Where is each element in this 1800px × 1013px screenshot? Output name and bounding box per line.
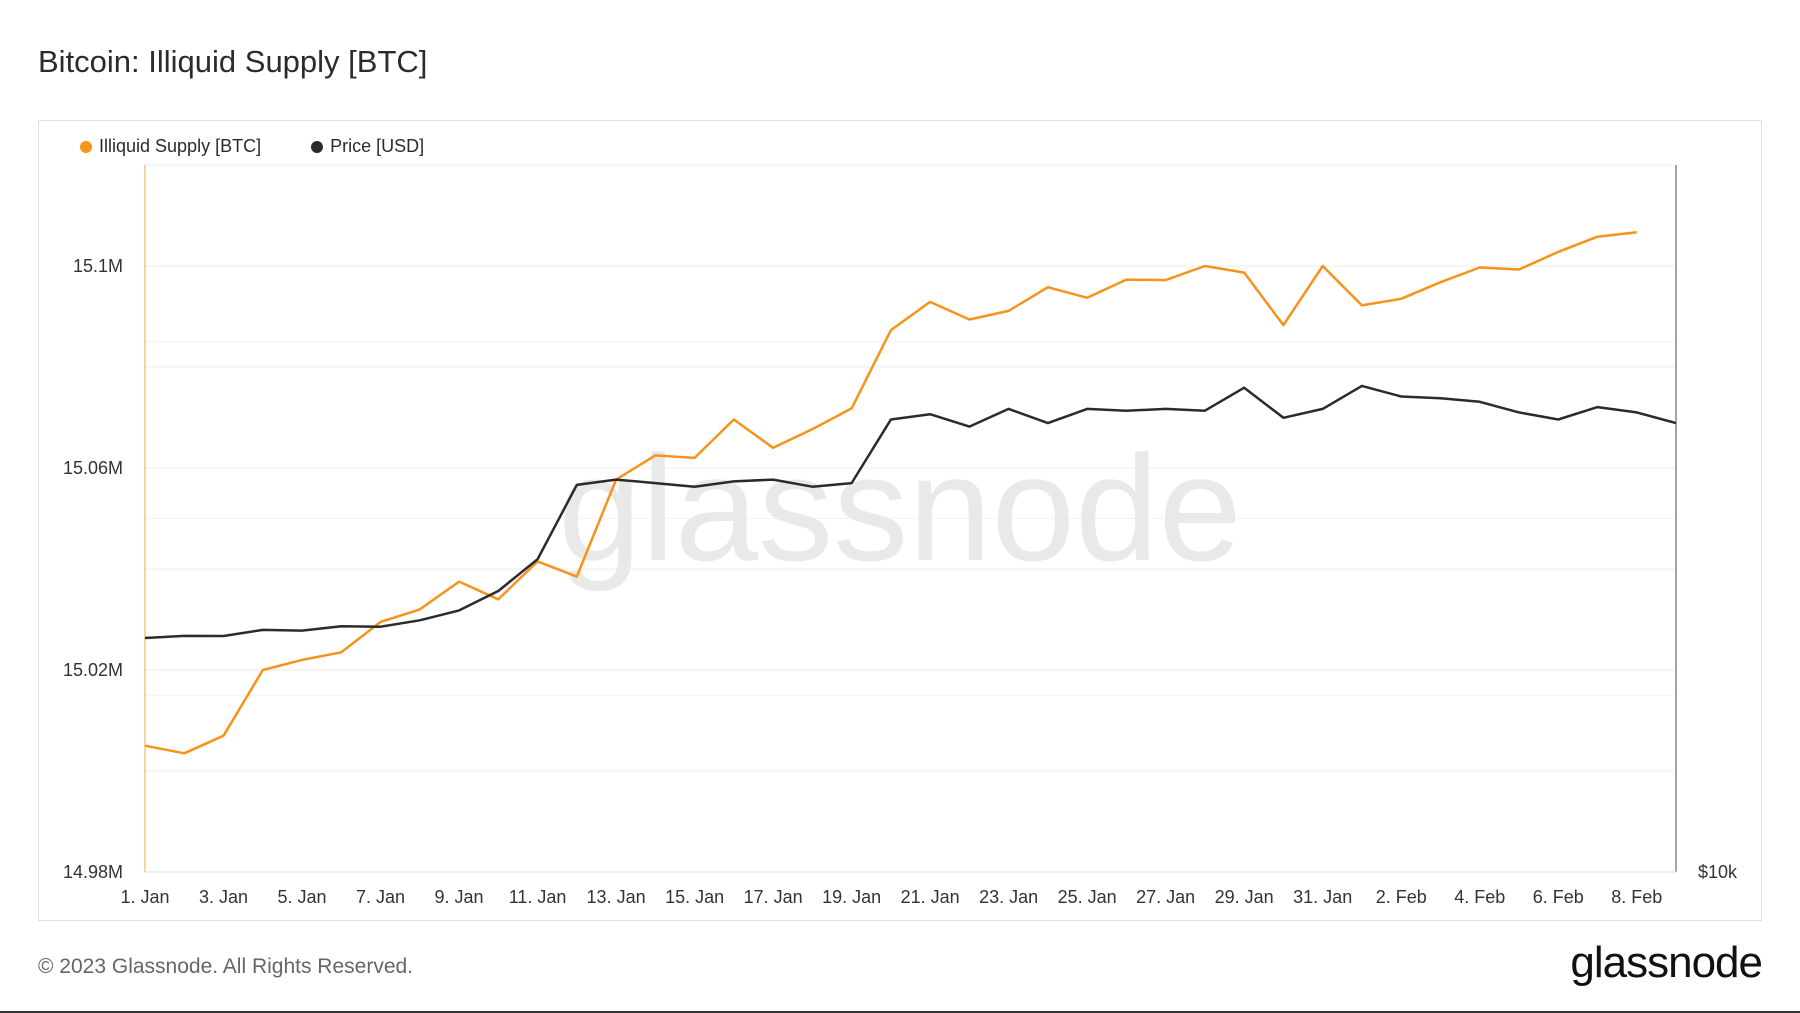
x-tick-label: 3. Jan [199, 887, 248, 907]
x-tick-label: 11. Jan [509, 887, 567, 907]
legend-dot-price-icon [311, 140, 324, 153]
chart-panel [38, 120, 1762, 921]
x-tick-label: 23. Jan [979, 887, 1038, 907]
legend-label-price: Price [USD] [330, 136, 425, 156]
x-tick-label: 15. Jan [665, 887, 724, 907]
copyright-footer: © 2023 Glassnode. All Rights Reserved. [38, 955, 414, 978]
x-tick-label: 1. Jan [120, 887, 169, 907]
legend-item-supply[interactable]: Illiquid Supply [BTC] [80, 136, 261, 157]
legend: Illiquid Supply [BTC] Price [USD] [80, 136, 424, 157]
series-line-illiquid-supply[interactable] [144, 230, 1637, 755]
x-tick-label: 7. Jan [356, 887, 405, 907]
x-tick-label: 31. Jan [1293, 887, 1352, 907]
x-tick-label: 5. Jan [278, 887, 327, 907]
series-line-price[interactable] [144, 384, 1677, 640]
y-tick-label: 15.06M [63, 458, 123, 478]
x-tick-label: 17. Jan [744, 887, 803, 907]
brand-logo: glassnode [1570, 938, 1763, 987]
x-tick-label: 2. Feb [1376, 887, 1427, 907]
y-right-tick-label: $10k [1698, 862, 1738, 882]
x-tick-label: 6. Feb [1533, 887, 1584, 907]
watermark: glassnode [558, 424, 1242, 592]
x-tick-label: 21. Jan [901, 887, 960, 907]
chart-title: Bitcoin: Illiquid Supply [BTC] [38, 44, 428, 79]
y-tick-label: 14.98M [63, 862, 123, 882]
x-tick-label: 8. Feb [1611, 887, 1662, 907]
x-tick-label: 29. Jan [1215, 887, 1274, 907]
x-tick-label: 9. Jan [435, 887, 484, 907]
y-tick-label: 15.1M [73, 256, 123, 276]
y-tick-labels: 15.1M 15.06M 15.02M 14.98M $10k [63, 256, 1738, 882]
axes [144, 165, 1677, 873]
x-tick-label: 4. Feb [1454, 887, 1505, 907]
legend-item-price[interactable]: Price [USD] [311, 136, 424, 157]
x-tick-label: 13. Jan [587, 887, 646, 907]
legend-dot-supply-icon [80, 140, 92, 153]
gridlines [145, 164, 1676, 772]
y-tick-label: 15.02M [63, 660, 123, 680]
bottom-border [0, 1011, 1800, 1013]
legend-label-supply: Illiquid Supply [BTC] [99, 136, 262, 156]
x-tick-label: 27. Jan [1136, 887, 1195, 907]
x-tick-labels: 1. Jan 3. Jan 5. Jan 7. Jan 9. Jan 11. Jan 13.… [120, 887, 1662, 907]
series-lines [144, 230, 1677, 755]
x-tick-label: 19. Jan [822, 887, 881, 907]
x-tick-label: 25. Jan [1058, 887, 1117, 907]
